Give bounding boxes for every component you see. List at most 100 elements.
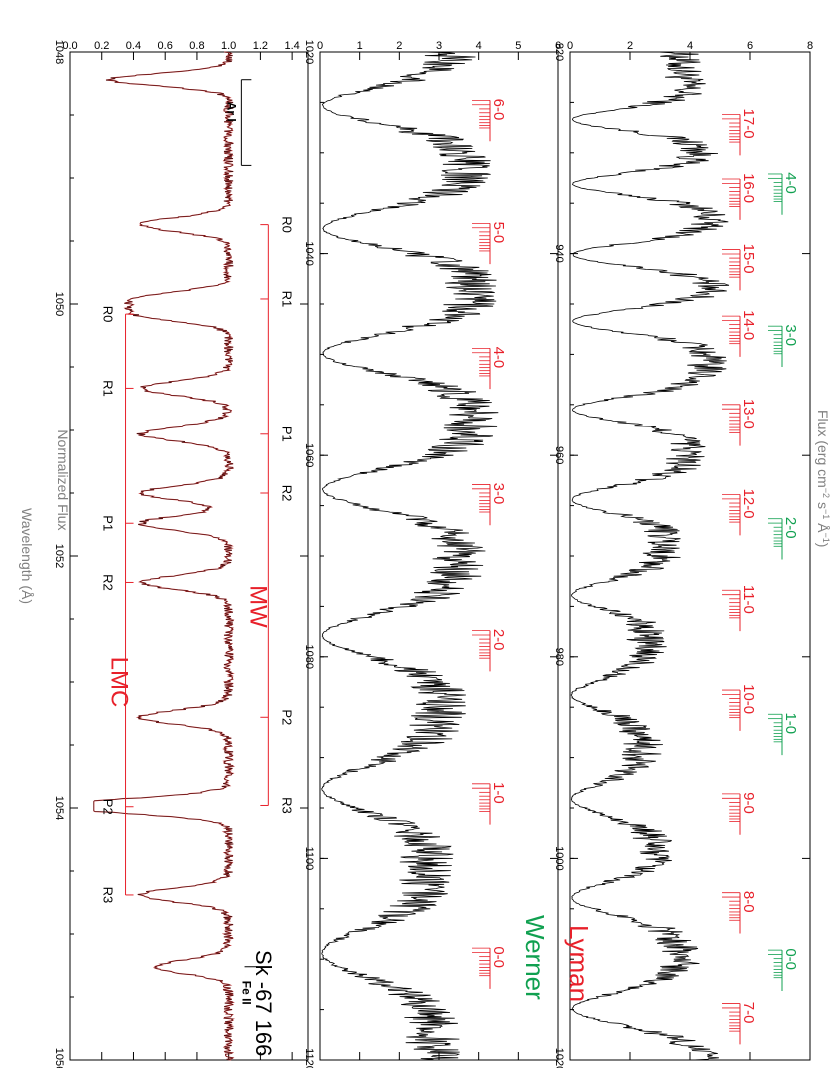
- mw-line-label: R1: [279, 291, 294, 308]
- mw-line-label: R3: [279, 797, 294, 814]
- lyman-band-label: 7-0: [740, 1002, 757, 1024]
- lyman-band-label: 2-0: [490, 629, 507, 651]
- lmc-line-label: R2: [101, 574, 116, 591]
- lmc-line-label: R0: [101, 306, 116, 323]
- y-tick-label: 0: [317, 40, 323, 52]
- y-tick-label: 0.0: [62, 40, 77, 52]
- werner-band: 0-0: [768, 948, 799, 991]
- ylabel-part: −2: [821, 488, 830, 498]
- x-tick-label: 1052: [53, 544, 65, 568]
- lyman-band: 9-0: [722, 792, 757, 835]
- lyman-legend: Lyman: [564, 925, 594, 1002]
- lyman-band-label: 15-0: [740, 244, 757, 274]
- lyman-band-label: 3-0: [490, 483, 507, 505]
- mw-line-label: R2: [279, 485, 294, 502]
- werner-band-label: 0-0: [782, 948, 799, 970]
- lyman-band-label: 13-0: [740, 399, 757, 429]
- lyman-band-label: 14-0: [740, 310, 757, 340]
- y-tick-label: 6: [555, 40, 561, 52]
- y-tick-label: 0: [567, 40, 573, 52]
- lmc-line-label: P2: [101, 799, 116, 815]
- x-tick-label: 960: [553, 446, 565, 464]
- ylabel-part: Flux (erg cm: [815, 410, 830, 488]
- lyman-band: 15-0: [722, 244, 757, 291]
- y-tick-label: 2: [627, 40, 633, 52]
- lyman-band-label: 5-0: [490, 222, 507, 244]
- y-tick-label: 1: [357, 40, 363, 52]
- lmc-line-label: R3: [101, 887, 116, 904]
- y-tick-label: 4: [476, 40, 482, 52]
- fe-label: Fe II: [240, 981, 254, 1005]
- x-tick-label: 1050: [53, 292, 65, 316]
- y-tick-label: 1.2: [253, 40, 268, 52]
- ar-label: Ar I: [224, 102, 238, 122]
- ylabel-part: −1: [821, 509, 830, 519]
- lyman-band: 6-0: [472, 99, 507, 142]
- lmc-line-label: P1: [101, 515, 116, 531]
- lyman-band: 13-0: [722, 399, 757, 446]
- lmc-label: LMC: [106, 657, 133, 708]
- spectrum-trace: [321, 51, 499, 1061]
- x-tick-label: 980: [553, 648, 565, 666]
- lyman-band-label: 10-0: [740, 684, 757, 714]
- lyman-band-label: 8-0: [740, 891, 757, 913]
- top-panel-frame: [569, 51, 811, 1061]
- lyman-band: 14-0: [722, 310, 757, 357]
- y-tick-label: 0.8: [189, 40, 204, 52]
- bottom-ylabel: Normalized Flux: [55, 429, 71, 530]
- lyman-band: 10-0: [722, 684, 757, 731]
- y-tick-label: 0.4: [126, 40, 141, 52]
- lyman-band: 4-0: [472, 347, 507, 390]
- bottom-panel: 1048 1050 1052 1054 1056 0.0 0.2 0.4 0.6 0.8 1.0 1.…: [53, 40, 308, 1072]
- mw-label: MW: [244, 585, 271, 628]
- y-tick-label: 1.4: [284, 40, 299, 52]
- x-tick-label: 1080: [303, 645, 315, 669]
- lyman-band: 5-0: [472, 222, 507, 265]
- spectrum-data: [93, 51, 235, 1061]
- werner-band: 1-0: [768, 712, 799, 756]
- werner-band: 2-0: [768, 517, 799, 560]
- x-tick-label: 1060: [303, 443, 315, 467]
- x-tick-label: 1056: [53, 1048, 65, 1068]
- lyman-band: 0-0: [472, 946, 507, 989]
- lmc-line-label: R1: [101, 380, 116, 397]
- werner-legend: Werner: [520, 915, 550, 1000]
- y-tick-label: 6: [747, 40, 753, 52]
- y-tick-label: 8: [807, 40, 813, 52]
- object-label: Sk -67 166: [251, 950, 276, 1056]
- bottom-panel-frame: [69, 51, 309, 1061]
- middle-panel: 1020 1040 1060 1080 1100 1120 0 1 2 3 4 5 6 6-0 5-0 4-0…: [303, 40, 561, 1072]
- x-tick-label: 1020: [303, 40, 315, 64]
- lyman-band: 3-0: [472, 483, 507, 526]
- lyman-band-label: 0-0: [490, 946, 507, 968]
- y-tick-label: 4: [687, 40, 693, 52]
- lyman-band-label: 12-0: [740, 489, 757, 519]
- x-tick-label: 1100: [303, 847, 315, 871]
- lyman-band: 16-0: [722, 173, 757, 220]
- top-panel: 920 940 960 980 1000 1020 0 2 4 6 8 17-0 16-0 15-0 14-…: [553, 40, 813, 1072]
- middle-panel-frame: [319, 51, 559, 1061]
- werner-band-label: 2-0: [782, 517, 799, 539]
- ylabel-part: −1: [821, 532, 830, 542]
- x-tick-label: 920: [553, 43, 565, 61]
- spectrum-trace: [570, 51, 730, 1061]
- lyman-band: 1-0: [472, 782, 507, 825]
- lyman-band-label: 16-0: [740, 173, 757, 203]
- ylabel-part: s: [815, 498, 830, 509]
- y-tick-label: 0.6: [158, 40, 173, 52]
- lyman-band-label: 9-0: [740, 792, 757, 814]
- lyman-band-label: 17-0: [740, 109, 757, 139]
- lyman-band-label: 11-0: [740, 585, 757, 614]
- lyman-band: 8-0: [722, 891, 757, 934]
- x-tick-label: 940: [553, 244, 565, 262]
- y-tick-label: 2: [396, 40, 402, 52]
- top-ylabel: Flux (erg cm−2 s−1 Å−1): [815, 410, 830, 547]
- lyman-band: 11-0: [722, 585, 757, 632]
- y-tick-label: 1.0: [221, 40, 236, 52]
- lyman-band: 7-0: [722, 1002, 757, 1045]
- mw-line-label: P1: [279, 426, 294, 442]
- lyman-band: 17-0: [722, 109, 757, 156]
- y-tick-label: 0.2: [94, 40, 109, 52]
- werner-band-label: 4-0: [782, 172, 799, 194]
